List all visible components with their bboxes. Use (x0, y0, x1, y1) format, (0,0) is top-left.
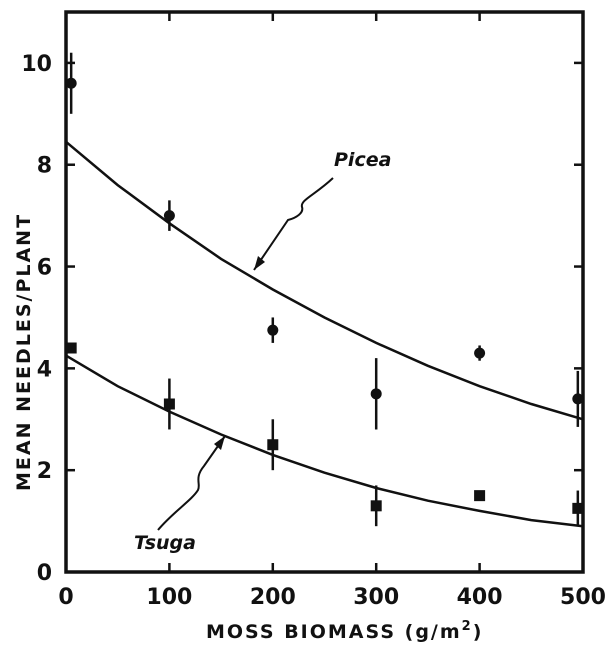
data-point-tsuga (572, 502, 584, 514)
x-tick-label: 300 (353, 585, 399, 610)
y-tick-label: 2 (37, 459, 52, 484)
data-point-tsuga (163, 398, 175, 410)
series-label-picea: Picea (334, 149, 391, 171)
data-point-picea (267, 324, 279, 336)
data-points (65, 52, 584, 527)
y-tick-label: 6 (37, 256, 52, 281)
tsuga-pointer-arrow (157, 435, 226, 531)
data-point-tsuga (474, 490, 486, 502)
plot-frame (64, 10, 585, 574)
y-tick-label: 10 (21, 52, 52, 77)
data-point-picea (370, 388, 382, 400)
data-point-picea (572, 393, 584, 405)
y-tick-label: 4 (37, 357, 52, 382)
data-point-tsuga (65, 342, 77, 354)
data-point-tsuga (370, 500, 382, 512)
picea-pointer-arrow (253, 177, 334, 271)
y-axis-label: MEAN NEEDLES/PLANT (13, 213, 35, 491)
fit-curve-picea (65, 140, 584, 421)
ticks: 0 100 200 300 400 500 0 2 4 6 8 10 (21, 12, 606, 610)
fit-curves (65, 140, 584, 528)
series-label-tsuga: Tsuga (134, 532, 196, 554)
x-axis-label-superscript: 2 (462, 619, 473, 634)
x-tick-label: 100 (146, 585, 192, 610)
x-tick-label: 400 (457, 585, 503, 610)
data-point-tsuga (267, 439, 279, 451)
picea-arrowhead (254, 256, 265, 270)
y-tick-label: 8 (37, 154, 52, 179)
x-tick-label: 200 (250, 585, 296, 610)
x-tick-label: 0 (58, 585, 73, 610)
x-axis-label: MOSS BIOMASS (g/m2) (206, 619, 483, 643)
data-point-picea (474, 347, 486, 359)
y-tick-label: 0 (37, 561, 52, 586)
fit-curve-tsuga (65, 354, 584, 528)
tsuga-arrowhead (214, 436, 225, 450)
data-point-picea (65, 77, 77, 89)
x-tick-label: 500 (560, 585, 606, 610)
data-point-picea (163, 210, 175, 222)
